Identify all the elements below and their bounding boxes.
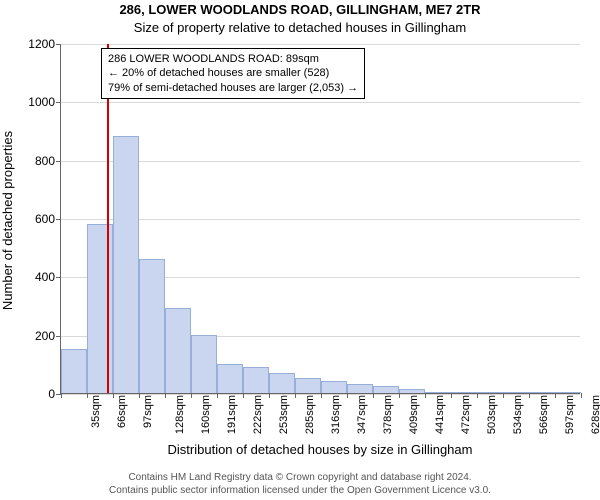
histogram-bar [399, 389, 425, 393]
x-tick-mark [503, 393, 504, 398]
x-tick-label: 222sqm [252, 395, 264, 434]
x-tick-label: 597sqm [564, 395, 576, 434]
x-axis-label: Distribution of detached houses by size … [60, 442, 580, 457]
y-tick-label: 1000 [28, 95, 61, 109]
histogram-bar [269, 373, 295, 393]
y-tick-label: 200 [35, 329, 61, 343]
x-tick-mark [581, 393, 582, 398]
x-tick-label: 97sqm [142, 395, 154, 428]
x-tick-label: 316sqm [330, 395, 342, 434]
x-tick-mark [321, 393, 322, 398]
x-tick-label: 566sqm [538, 395, 550, 434]
histogram-bar [529, 392, 555, 393]
x-tick-label: 191sqm [226, 395, 238, 434]
y-tick-label: 800 [35, 154, 61, 168]
histogram-bar [243, 367, 269, 393]
x-tick-mark [165, 393, 166, 398]
x-tick-mark [477, 393, 478, 398]
histogram-bar [139, 259, 165, 393]
chart-title-sub: Size of property relative to detached ho… [0, 20, 600, 35]
x-tick-mark [295, 393, 296, 398]
footer-line-2: Contains public sector information licen… [0, 485, 600, 498]
y-axis-label: Number of detached properties [0, 0, 16, 440]
histogram-bar [217, 364, 243, 393]
y-tick-label: 600 [35, 212, 61, 226]
plot-area: 02004006008001000120035sqm66sqm97sqm128s… [60, 44, 580, 394]
x-tick-label: 253sqm [278, 395, 290, 434]
x-tick-label: 628sqm [590, 395, 600, 434]
x-tick-mark [113, 393, 114, 398]
x-tick-label: 128sqm [174, 395, 186, 434]
histogram-bar [425, 392, 451, 393]
x-tick-label: 35sqm [90, 395, 102, 428]
x-tick-label: 409sqm [408, 395, 420, 434]
x-tick-mark [451, 393, 452, 398]
histogram-bar [165, 308, 191, 393]
x-tick-mark [243, 393, 244, 398]
x-tick-mark [269, 393, 270, 398]
y-axis-label-text: Number of detached properties [1, 130, 16, 309]
x-tick-label: 472sqm [460, 395, 472, 434]
histogram-bar [503, 392, 529, 393]
histogram-bar [295, 378, 321, 393]
footer-line-1: Contains HM Land Registry data © Crown c… [0, 472, 600, 485]
x-tick-mark [373, 393, 374, 398]
histogram-bar [347, 384, 373, 393]
x-tick-mark [87, 393, 88, 398]
x-tick-label: 503sqm [486, 395, 498, 434]
annotation-line: 79% of semi-detached houses are larger (… [108, 81, 358, 95]
x-tick-mark [139, 393, 140, 398]
histogram-bar [191, 335, 217, 393]
x-tick-mark [217, 393, 218, 398]
x-tick-mark [425, 393, 426, 398]
x-tick-label: 160sqm [200, 395, 212, 434]
x-tick-label: 66sqm [116, 395, 128, 428]
histogram-bar [555, 392, 581, 393]
gridline [61, 44, 580, 45]
histogram-bar [321, 381, 347, 393]
chart-title-main: 286, LOWER WOODLANDS ROAD, GILLINGHAM, M… [0, 2, 600, 17]
histogram-bar [451, 392, 477, 393]
histogram-bar [113, 136, 139, 393]
histogram-bar [87, 224, 113, 393]
y-tick-label: 0 [48, 387, 61, 401]
x-tick-label: 285sqm [304, 395, 316, 434]
histogram-bar [61, 349, 87, 393]
histogram-bar [477, 392, 503, 393]
x-tick-mark [529, 393, 530, 398]
y-tick-label: 1200 [28, 37, 61, 51]
x-tick-label: 441sqm [434, 395, 446, 434]
x-tick-mark [555, 393, 556, 398]
footer: Contains HM Land Registry data © Crown c… [0, 472, 600, 497]
x-tick-mark [191, 393, 192, 398]
y-tick-label: 400 [35, 270, 61, 284]
annotation-box: 286 LOWER WOODLANDS ROAD: 89sqm← 20% of … [101, 48, 365, 99]
annotation-line: 286 LOWER WOODLANDS ROAD: 89sqm [108, 52, 358, 66]
gridline [61, 102, 580, 103]
x-tick-mark [399, 393, 400, 398]
histogram-bar [373, 386, 399, 393]
x-tick-label: 534sqm [512, 395, 524, 434]
x-tick-mark [347, 393, 348, 398]
x-tick-mark [61, 393, 62, 398]
annotation-line: ← 20% of detached houses are smaller (52… [108, 66, 358, 80]
x-tick-label: 378sqm [382, 395, 394, 434]
x-tick-label: 347sqm [356, 395, 368, 434]
